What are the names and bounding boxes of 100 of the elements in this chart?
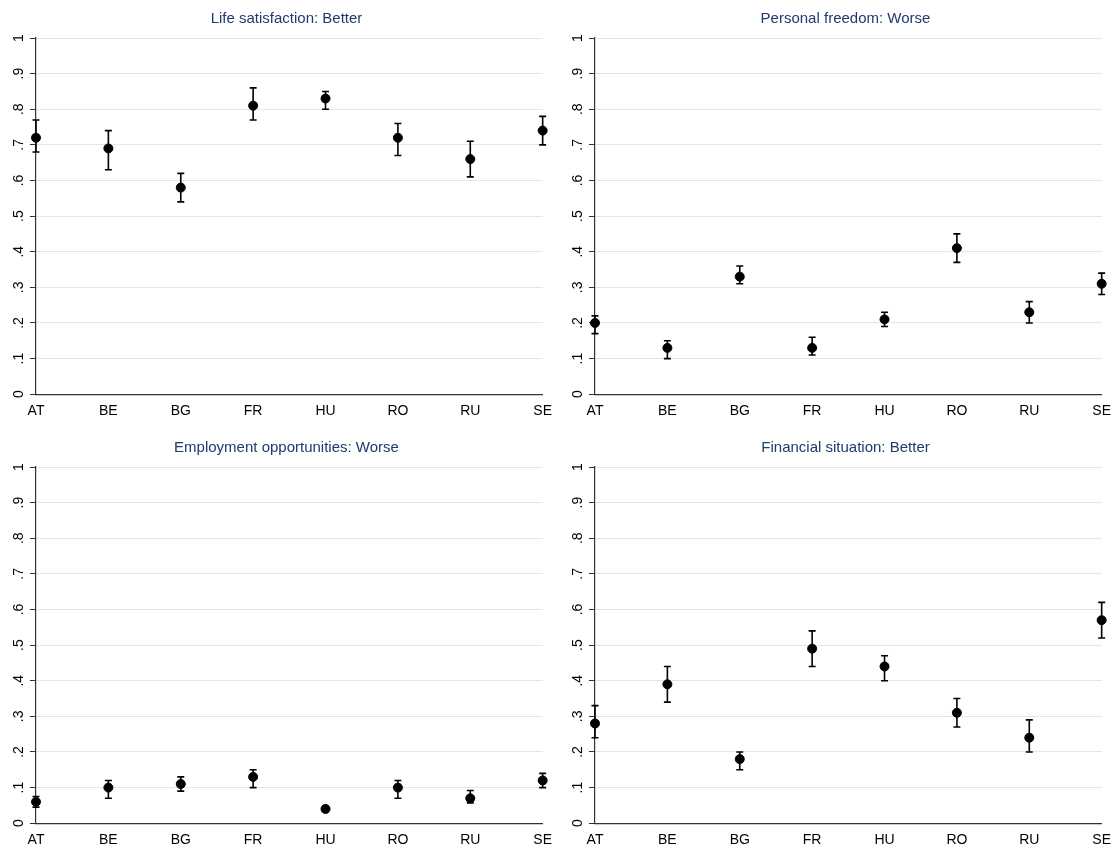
point xyxy=(392,782,403,793)
x-tick-label: BE xyxy=(658,402,677,419)
point xyxy=(951,243,962,254)
point xyxy=(465,793,476,804)
y-tick-label: .5 xyxy=(568,210,585,222)
y-tick-label: .3 xyxy=(9,710,26,723)
point xyxy=(734,271,745,282)
y-tick-label: .9 xyxy=(568,67,585,80)
x-tick-label: BG xyxy=(729,402,750,419)
y-tick-label: .2 xyxy=(9,316,26,329)
point xyxy=(951,707,962,718)
y-tick-label: .1 xyxy=(9,352,26,365)
chart-title: Life satisfaction: Better xyxy=(210,9,363,27)
y-tick-label: .3 xyxy=(9,281,26,294)
point xyxy=(103,782,114,793)
y-tick-label: .2 xyxy=(9,745,26,758)
x-tick-label: BG xyxy=(170,831,191,848)
x-tick-label: AT xyxy=(586,402,604,419)
y-tick-label: .4 xyxy=(9,245,26,258)
point xyxy=(734,754,745,765)
point xyxy=(175,182,186,193)
x-tick-label: BE xyxy=(658,831,677,848)
x-tick-label: BE xyxy=(99,402,118,419)
x-tick-label: BG xyxy=(729,831,750,848)
point xyxy=(537,125,548,136)
x-tick-label: FR xyxy=(802,831,822,848)
point xyxy=(320,93,331,104)
point xyxy=(1024,732,1035,743)
x-tick-label: BG xyxy=(170,402,191,419)
x-tick-label: RU xyxy=(460,831,481,848)
x-tick-label: BE xyxy=(99,831,118,848)
x-tick-label: RO xyxy=(387,831,409,848)
x-tick-label: RU xyxy=(460,402,481,419)
y-tick-label: .6 xyxy=(568,603,585,616)
y-tick-label: .6 xyxy=(9,603,26,616)
x-tick-label: HU xyxy=(874,831,895,848)
y-tick-label: .6 xyxy=(568,174,585,187)
y-tick-label: .2 xyxy=(568,745,585,758)
x-tick-label: RO xyxy=(946,402,968,419)
y-tick-label: .1 xyxy=(9,781,26,794)
x-tick-label: RO xyxy=(946,831,968,848)
x-tick-label: HU xyxy=(315,831,336,848)
y-tick-label: 1 xyxy=(568,33,585,42)
point xyxy=(590,317,600,328)
y-tick-label: 0 xyxy=(9,390,26,399)
y-tick-label: .7 xyxy=(9,138,26,151)
x-tick-label: FR xyxy=(802,402,822,419)
y-tick-label: 0 xyxy=(9,819,26,828)
y-tick-label: .2 xyxy=(568,316,585,329)
point xyxy=(807,342,818,353)
y-tick-label: .9 xyxy=(9,496,26,509)
y-tick-label: .9 xyxy=(9,67,26,80)
y-tick-label: .4 xyxy=(568,245,585,258)
chart-title: Personal freedom: Worse xyxy=(760,9,931,27)
x-tick-label: RU xyxy=(1019,402,1040,419)
point xyxy=(31,132,41,143)
x-tick-label: SE xyxy=(533,831,553,848)
point xyxy=(662,342,673,353)
y-tick-label: .3 xyxy=(568,281,585,294)
y-tick-label: .4 xyxy=(568,674,585,687)
y-tick-label: .8 xyxy=(9,103,26,116)
y-tick-label: 0 xyxy=(568,390,585,399)
y-tick-label: 1 xyxy=(568,462,585,471)
y-tick-label: .6 xyxy=(9,174,26,187)
y-tick-label: .8 xyxy=(568,532,585,545)
y-tick-label: .1 xyxy=(568,352,585,365)
x-tick-label: SE xyxy=(1092,831,1112,848)
y-tick-label: 1 xyxy=(9,33,26,42)
point xyxy=(879,661,890,672)
point xyxy=(1096,278,1107,289)
y-tick-label: .1 xyxy=(568,781,585,794)
point xyxy=(590,718,600,729)
y-tick-label: .8 xyxy=(9,532,26,545)
point xyxy=(465,154,476,165)
x-tick-label: SE xyxy=(533,402,553,419)
y-tick-label: .5 xyxy=(9,639,26,651)
y-tick-label: .5 xyxy=(9,210,26,222)
x-tick-label: AT xyxy=(27,831,45,848)
point xyxy=(248,771,259,782)
y-tick-label: .7 xyxy=(568,138,585,151)
point xyxy=(807,643,818,654)
y-tick-label: 0 xyxy=(568,819,585,828)
x-tick-label: HU xyxy=(874,402,895,419)
x-tick-label: RU xyxy=(1019,831,1040,848)
point xyxy=(103,143,114,154)
y-tick-label: .7 xyxy=(568,567,585,580)
x-tick-label: SE xyxy=(1092,402,1112,419)
x-tick-label: FR xyxy=(243,402,263,419)
point xyxy=(662,679,673,690)
chart-title: Financial situation: Better xyxy=(761,438,930,456)
y-tick-label: 1 xyxy=(9,462,26,471)
y-tick-label: .8 xyxy=(568,103,585,116)
point xyxy=(248,100,259,111)
y-tick-label: .3 xyxy=(568,710,585,723)
x-tick-label: AT xyxy=(586,831,604,848)
y-tick-label: .5 xyxy=(568,639,585,651)
x-tick-label: HU xyxy=(315,402,336,419)
x-tick-label: RO xyxy=(387,402,409,419)
point xyxy=(1096,615,1107,626)
y-tick-label: .4 xyxy=(9,674,26,687)
